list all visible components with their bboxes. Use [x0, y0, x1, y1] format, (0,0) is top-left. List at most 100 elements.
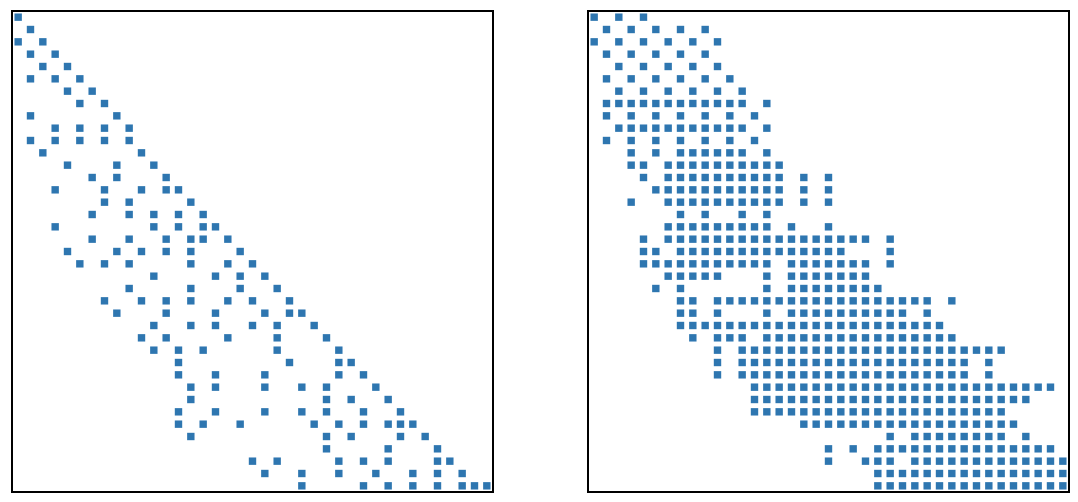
nonzero-marker	[627, 50, 635, 58]
nonzero-marker	[923, 383, 931, 391]
nonzero-marker	[100, 297, 109, 305]
nonzero-marker	[763, 198, 771, 206]
nonzero-marker	[874, 297, 882, 305]
nonzero-marker	[602, 99, 611, 108]
nonzero-marker	[763, 124, 771, 132]
nonzero-marker	[639, 13, 648, 21]
nonzero-marker	[763, 161, 771, 169]
nonzero-marker	[261, 309, 269, 317]
nonzero-marker	[602, 75, 611, 83]
nonzero-marker	[763, 99, 771, 108]
nonzero-marker	[948, 420, 956, 428]
nonzero-marker	[849, 321, 857, 330]
nonzero-marker	[800, 186, 808, 194]
nonzero-marker	[763, 260, 771, 268]
nonzero-marker	[824, 223, 833, 231]
nonzero-marker	[812, 284, 820, 293]
nonzero-marker	[763, 321, 771, 330]
nonzero-marker	[236, 284, 244, 293]
nonzero-marker	[886, 346, 894, 354]
nonzero-marker	[664, 272, 672, 280]
nonzero-marker	[948, 408, 956, 416]
nonzero-marker	[861, 260, 870, 268]
nonzero-marker	[1046, 445, 1055, 453]
nonzero-marker	[615, 62, 623, 71]
nonzero-marker	[1059, 482, 1067, 490]
nonzero-marker	[911, 432, 919, 441]
nonzero-marker	[750, 198, 759, 206]
nonzero-marker	[713, 309, 722, 317]
nonzero-marker	[787, 358, 796, 367]
nonzero-marker	[273, 284, 281, 293]
nonzero-marker	[800, 198, 808, 206]
nonzero-marker	[923, 408, 931, 416]
nonzero-marker	[948, 346, 956, 354]
nonzero-marker	[236, 420, 244, 428]
nonzero-marker	[985, 371, 993, 379]
nonzero-marker	[738, 87, 746, 95]
nonzero-marker	[627, 25, 635, 34]
nonzero-marker	[458, 482, 466, 490]
nonzero-marker	[1022, 457, 1030, 465]
nonzero-marker	[972, 420, 981, 428]
nonzero-marker	[750, 358, 759, 367]
nonzero-marker	[298, 408, 306, 416]
nonzero-marker	[150, 272, 158, 280]
nonzero-marker	[236, 247, 244, 256]
nonzero-marker	[824, 272, 833, 280]
nonzero-marker	[837, 408, 845, 416]
nonzero-marker	[948, 469, 956, 478]
nonzero-marker	[726, 334, 734, 342]
nonzero-marker	[113, 309, 121, 317]
nonzero-marker	[861, 309, 870, 317]
nonzero-marker	[1022, 432, 1030, 441]
nonzero-marker	[187, 321, 195, 330]
nonzero-marker	[800, 309, 808, 317]
nonzero-marker	[960, 358, 968, 367]
nonzero-marker	[935, 358, 944, 367]
nonzero-marker	[689, 198, 697, 206]
nonzero-marker	[874, 469, 882, 478]
nonzero-marker	[787, 321, 796, 330]
nonzero-marker	[63, 62, 72, 71]
nonzero-marker	[676, 149, 685, 157]
nonzero-marker	[849, 445, 857, 453]
nonzero-marker	[997, 482, 1005, 490]
nonzero-marker	[886, 469, 894, 478]
nonzero-marker	[713, 173, 722, 182]
nonzero-marker	[713, 99, 722, 108]
nonzero-marker	[960, 420, 968, 428]
nonzero-marker	[923, 371, 931, 379]
nonzero-marker	[1034, 469, 1042, 478]
nonzero-marker	[911, 371, 919, 379]
nonzero-marker	[627, 136, 635, 145]
nonzero-marker	[824, 284, 833, 293]
nonzero-marker	[935, 445, 944, 453]
nonzero-marker	[750, 112, 759, 120]
nonzero-marker	[812, 383, 820, 391]
nonzero-marker	[652, 149, 660, 157]
nonzero-marker	[763, 358, 771, 367]
nonzero-marker	[800, 383, 808, 391]
nonzero-marker	[689, 223, 697, 231]
nonzero-marker	[1009, 445, 1018, 453]
nonzero-marker	[800, 371, 808, 379]
nonzero-marker	[726, 136, 734, 145]
nonzero-marker	[713, 371, 722, 379]
nonzero-marker	[1022, 482, 1030, 490]
nonzero-marker	[886, 457, 894, 465]
nonzero-marker	[285, 309, 294, 317]
nonzero-marker	[923, 309, 931, 317]
nonzero-marker	[812, 408, 820, 416]
nonzero-marker	[174, 210, 183, 219]
nonzero-marker	[787, 260, 796, 268]
nonzero-marker	[1059, 469, 1067, 478]
nonzero-marker	[88, 87, 96, 95]
nonzero-marker	[750, 161, 759, 169]
nonzero-marker	[701, 50, 709, 58]
nonzero-marker	[590, 13, 598, 21]
nonzero-marker	[738, 149, 746, 157]
nonzero-marker	[322, 445, 331, 453]
nonzero-marker	[775, 321, 783, 330]
nonzero-marker	[849, 272, 857, 280]
